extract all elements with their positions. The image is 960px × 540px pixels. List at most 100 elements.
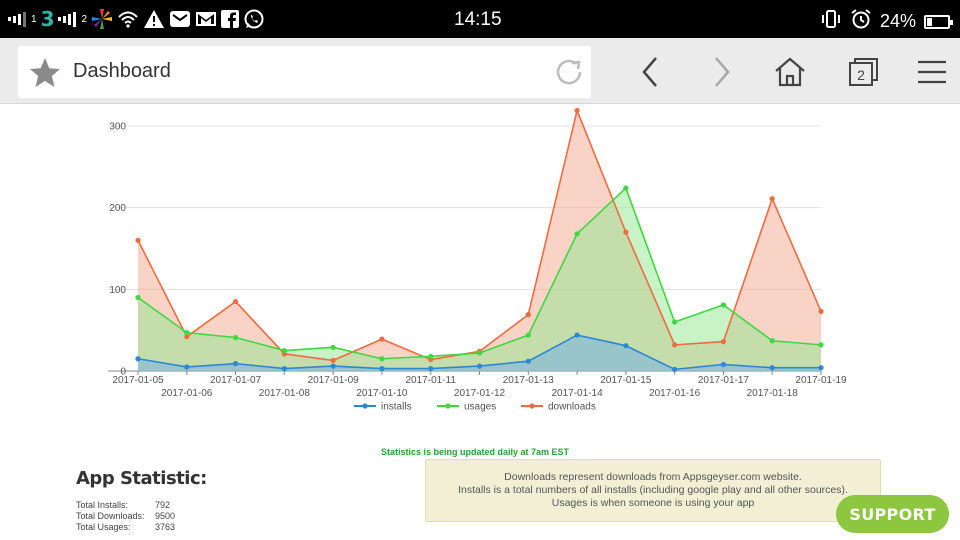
star-icon[interactable] — [28, 56, 62, 95]
point-installs — [525, 358, 531, 364]
legend-marker-usages — [445, 403, 451, 409]
x-tick-label: 2017-01-11 — [406, 375, 457, 386]
info-line: Downloads represent downloads from Appsg… — [504, 471, 802, 483]
x-tick-label: 2017-01-12 — [454, 388, 506, 399]
app-statistic-table: Total Installs: 792 Total Downloads: 9500 … — [76, 500, 175, 533]
point-downloads — [769, 196, 775, 202]
stat-value: 792 — [155, 500, 171, 510]
back-button[interactable] — [630, 52, 670, 92]
x-tick-label: 2017-01-07 — [210, 375, 262, 386]
battery-percent: 24% — [879, 11, 916, 31]
stat-row-downloads: Total Downloads: 9500 — [76, 511, 175, 522]
y-tick-label: 200 — [109, 203, 126, 214]
statistics-chart: 0 100 200 300 2017-01-05 2017-01-06 2017-01-07… — [0, 104, 960, 424]
x-tick-label: 2017-01-15 — [600, 375, 652, 386]
point-installs — [379, 365, 385, 372]
x-tick-label: 2017-01-09 — [308, 375, 360, 386]
whatsapp-icon — [243, 8, 265, 30]
back-icon — [642, 57, 657, 87]
point-usages — [281, 347, 287, 354]
info-line: Usages is when someone is using your app — [551, 497, 755, 509]
point-installs — [672, 366, 678, 372]
point-downloads — [184, 334, 190, 340]
tabs-button[interactable]: 2 — [843, 52, 883, 92]
point-usages — [623, 185, 629, 191]
point-usages — [818, 342, 824, 348]
area-installs — [138, 335, 821, 371]
point-downloads — [623, 229, 629, 235]
point-usages — [135, 294, 141, 301]
alarm-icon — [850, 8, 872, 35]
point-downloads — [818, 308, 824, 314]
address-bar[interactable]: Dashboard — [18, 46, 591, 98]
stat-label: Total Downloads: — [76, 511, 145, 521]
x-tick-label: 2017-01-18 — [747, 388, 799, 399]
status-bar: 1 3 2 14:15 24% — [0, 0, 960, 38]
point-usages — [379, 356, 385, 362]
point-installs — [720, 361, 727, 368]
point-usages — [769, 338, 775, 344]
point-downloads — [379, 336, 385, 342]
chart-svg: 0 100 200 300 2017-01-05 2017-01-06 2017-01-07… — [108, 107, 847, 413]
forward-icon — [715, 57, 730, 87]
point-usages — [428, 353, 434, 359]
point-installs — [769, 365, 775, 371]
point-downloads — [525, 312, 531, 318]
menu-icon — [918, 60, 946, 84]
pinwheel-icon — [91, 8, 113, 30]
tabs-icon: 2 — [849, 58, 878, 86]
status-icons-right: 24% — [820, 8, 953, 35]
stat-row-installs: Total Installs: 792 — [76, 500, 175, 511]
legend-label-usages: usages — [464, 402, 496, 413]
x-tick-label: 2017-01-06 — [161, 388, 213, 399]
point-usages — [720, 302, 727, 308]
sim1-label: 1 — [31, 13, 37, 25]
point-usages — [184, 330, 190, 336]
menu-button[interactable] — [912, 52, 952, 92]
point-installs — [476, 363, 483, 369]
forward-button[interactable] — [702, 52, 742, 92]
signal-icon — [8, 11, 26, 27]
signal-icon — [58, 11, 77, 27]
point-installs — [818, 365, 824, 371]
home-button[interactable] — [770, 52, 810, 92]
home-icon — [775, 57, 805, 87]
browser-toolbar: Dashboard 2 — [0, 38, 960, 104]
x-tick-label: 2017-01-08 — [259, 388, 311, 399]
point-installs — [574, 332, 580, 338]
wifi-icon — [117, 10, 139, 28]
point-installs — [428, 365, 434, 372]
reload-icon[interactable] — [552, 55, 586, 94]
point-installs — [623, 343, 629, 349]
facebook-icon — [221, 10, 240, 28]
point-installs — [232, 361, 239, 367]
y-tick-label: 300 — [109, 122, 126, 133]
app-statistic-title: App Statistic: — [76, 468, 207, 489]
stat-value: 3763 — [155, 522, 176, 532]
point-downloads — [574, 107, 580, 114]
x-tick-label: 2017-01-13 — [503, 375, 555, 386]
point-installs — [330, 363, 336, 369]
vibrate-icon — [820, 9, 842, 34]
point-downloads — [672, 342, 678, 348]
stat-label: Total Usages: — [76, 522, 131, 532]
sim2-label: 2 — [81, 13, 88, 25]
clock: 14:15 — [454, 9, 502, 30]
point-usages — [330, 344, 336, 350]
point-usages — [232, 334, 239, 341]
y-tick-label: 0 — [120, 367, 126, 378]
point-installs — [281, 365, 287, 372]
legend-marker-downloads — [529, 403, 535, 409]
point-installs — [184, 364, 190, 370]
update-notice: Statistics is being updated daily at 7am… — [381, 447, 570, 457]
warning-icon — [143, 9, 165, 29]
page-title: Dashboard — [73, 60, 171, 82]
area-usages — [138, 188, 821, 371]
y-tick-label: 100 — [109, 285, 126, 296]
gmail-icon — [195, 10, 217, 28]
support-button[interactable]: SUPPORT — [836, 495, 949, 533]
legend-label-installs: installs — [381, 402, 412, 413]
x-tick-label: 2017-01-16 — [649, 388, 701, 399]
point-usages — [525, 332, 531, 338]
x-tick-label: 2017-01-14 — [551, 388, 603, 399]
